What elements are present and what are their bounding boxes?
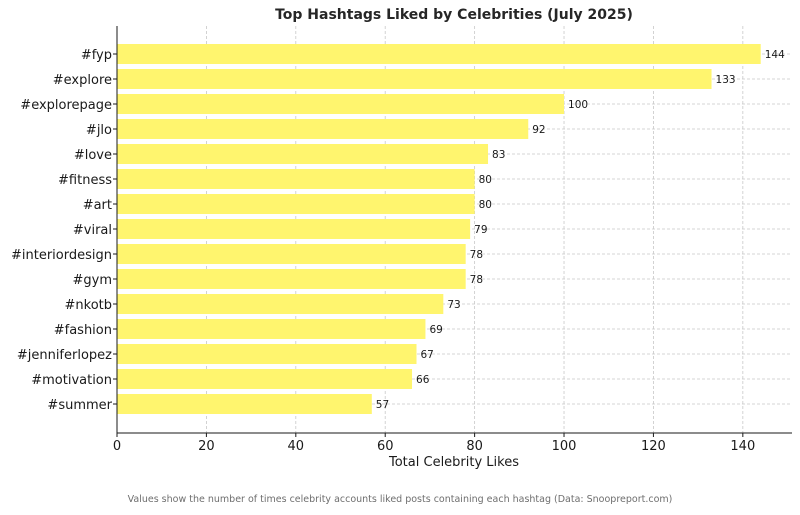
bar	[117, 344, 417, 364]
data-label: 69	[429, 324, 442, 336]
category-label: #fitness	[58, 173, 112, 188]
category-label: #fyp	[81, 48, 112, 63]
data-label: 78	[470, 274, 483, 286]
bars: 144 133 100 92 83 80 80 79 78 78 73 69 67 66 57	[117, 44, 785, 414]
chart-caption: Values show the number of times celebrit…	[127, 494, 673, 505]
x-tick-label: 120	[641, 439, 666, 454]
data-label: 73	[447, 299, 460, 311]
data-label: 144	[765, 49, 785, 61]
bar	[117, 269, 466, 289]
x-tick-label: 0	[113, 439, 121, 454]
x-tick-label: 100	[552, 439, 577, 454]
category-label: #explorepage	[20, 98, 112, 113]
category-label: #interiordesign	[11, 248, 112, 263]
data-label: 79	[474, 224, 487, 236]
bar	[117, 69, 712, 89]
category-label: #fashion	[54, 323, 112, 338]
data-label: 133	[716, 74, 736, 86]
x-tick-label: 60	[377, 439, 394, 454]
bar	[117, 394, 372, 414]
bar	[117, 44, 761, 64]
axes: #fyp #explore #explorepage #jlo #love #fitnes…	[11, 26, 792, 454]
category-label: #jlo	[86, 123, 112, 138]
data-label: 66	[416, 374, 430, 386]
bar	[117, 94, 565, 114]
x-tick-label: 140	[730, 439, 755, 454]
category-label: #viral	[73, 223, 112, 238]
x-axis-title: Total Celebrity Likes	[388, 455, 519, 470]
x-tick-label: 40	[288, 439, 305, 454]
data-label: 78	[470, 249, 483, 261]
data-label: 57	[376, 399, 389, 411]
data-label: 80	[479, 199, 492, 211]
category-label: #love	[74, 148, 112, 163]
bar	[117, 294, 444, 314]
category-label: #nkotb	[65, 298, 113, 313]
bar	[117, 369, 413, 389]
bar	[117, 169, 475, 189]
category-label: #explore	[53, 73, 112, 88]
data-label: 100	[568, 99, 588, 111]
bar	[117, 244, 466, 264]
category-label: #jenniferlopez	[17, 348, 112, 363]
category-label: #art	[83, 198, 112, 213]
bar	[117, 194, 475, 214]
category-label: #gym	[72, 273, 112, 288]
bar	[117, 219, 471, 239]
x-tick-label: 20	[198, 439, 215, 454]
bar	[117, 319, 426, 339]
chart-title: Top Hashtags Liked by Celebrities (July …	[275, 7, 633, 23]
data-label: 92	[532, 124, 545, 136]
bar	[117, 144, 489, 164]
data-label: 83	[492, 149, 505, 161]
data-label: 80	[479, 174, 492, 186]
x-tick-label: 80	[466, 439, 483, 454]
bar	[117, 119, 529, 139]
data-label: 67	[421, 349, 434, 361]
category-label: #motivation	[31, 373, 112, 388]
category-label: #summer	[47, 398, 112, 413]
